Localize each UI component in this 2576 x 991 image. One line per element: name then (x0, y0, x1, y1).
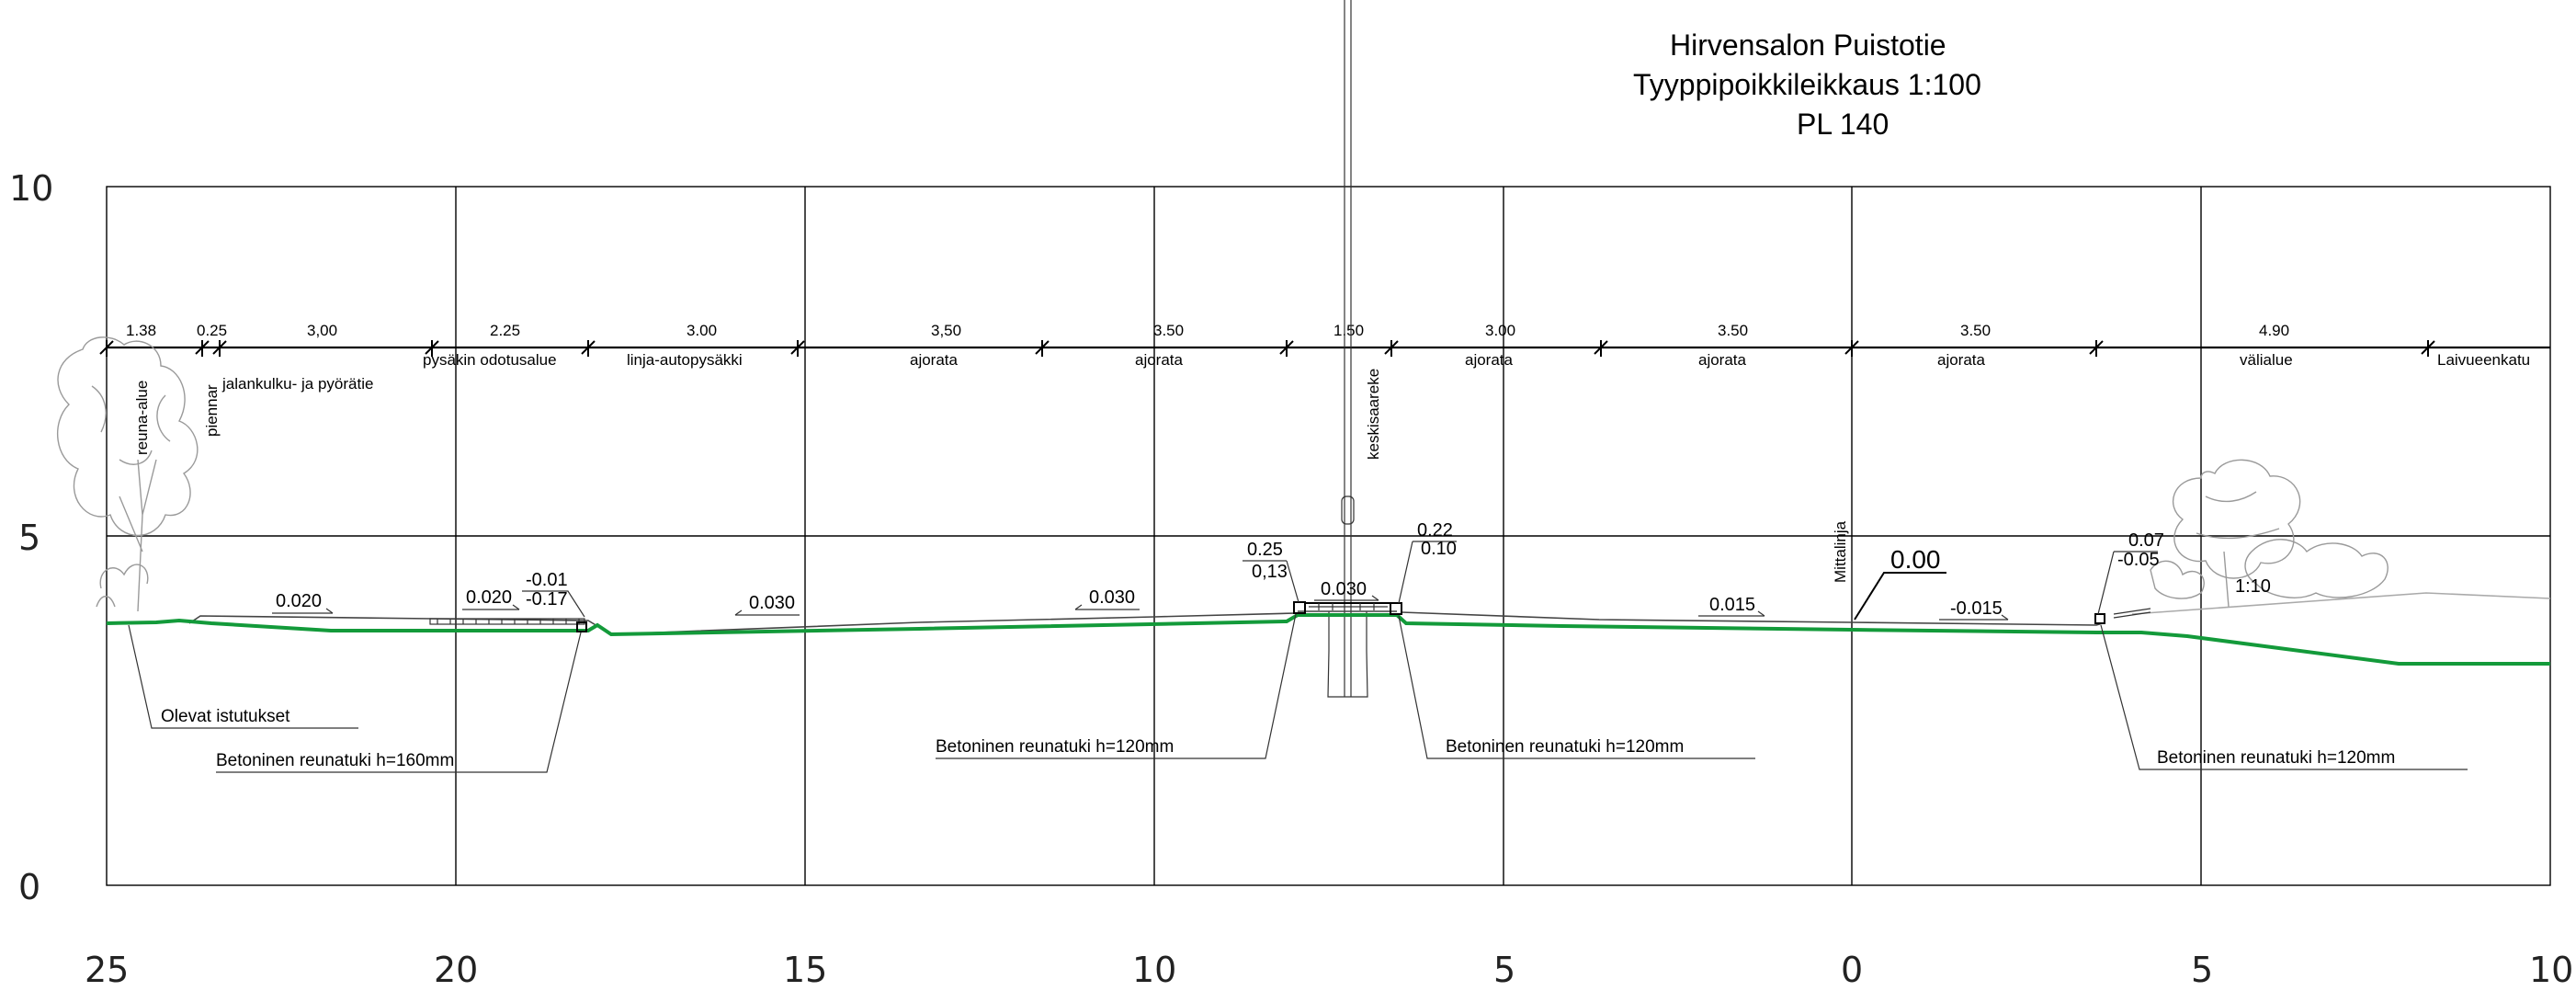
height-right-curb-leader (2097, 551, 2115, 615)
zone-ajorata-2: ajorata (1135, 351, 1184, 369)
title-line-2: Tyyppipoikkileikkaus 1:100 (1633, 68, 1981, 101)
slope-label-1: 0.020 (272, 591, 334, 614)
svg-text:-0.015: -0.015 (1950, 598, 2003, 619)
svg-text:0.020: 0.020 (276, 591, 322, 611)
dim-3-50-c: 3.50 (1718, 322, 1748, 339)
zone-ajorata-5: ajorata (1937, 351, 1986, 369)
dim-3-00-b: 3.00 (687, 322, 717, 339)
dim-3-00-a: 3,00 (307, 322, 337, 339)
median-island (1293, 601, 1402, 615)
height-centerline: 0.00 (1890, 545, 1941, 574)
right-curb (2094, 608, 2151, 624)
height-right-curb-top: 0.07 (2128, 530, 2164, 551)
height-centerline-leader (1854, 572, 1946, 621)
height-right-curb-bottom: -0.05 (2117, 550, 2160, 570)
title-line-1: Hirvensalon Puistotie (1670, 28, 1946, 62)
callout-curb-120-c: Betoninen reunatuki h=120mm (2157, 748, 2395, 768)
slope-label-4: 0.030 (1074, 587, 1140, 610)
svg-text:0.030: 0.030 (749, 593, 795, 613)
tree-left (56, 336, 199, 612)
dim-3-50-d: 3.50 (1960, 322, 1991, 339)
dimension-ticks (99, 340, 2435, 357)
callout-curb-120-c-leader (2100, 624, 2468, 770)
zone-reuna-alue: reuna-alue (133, 381, 151, 455)
title-line-3: PL 140 (1797, 108, 1889, 141)
callout-curb-120-a: Betoninen reunatuki h=120mm (936, 737, 1174, 757)
svg-text:0.020: 0.020 (466, 587, 512, 608)
height-island-left-bottom: 0,13 (1252, 562, 1288, 582)
y-tick-10: 10 (9, 168, 53, 209)
height-curb-left-bottom: -0.17 (526, 589, 568, 609)
bus-stop-platform (429, 618, 587, 632)
x-tick-10: 10 (1132, 950, 1176, 990)
height-island-left-leader (1286, 560, 1299, 603)
x-tick-5-right: 5 (2191, 950, 2213, 990)
height-island-right-leader (1398, 541, 1413, 604)
lamp-post (1327, 0, 1368, 698)
label-mittalinja: Mittalinja (1832, 520, 1849, 583)
grid-verticals (455, 187, 2202, 885)
svg-text:0.015: 0.015 (1709, 595, 1755, 615)
slope-label-3: 0.030 (734, 593, 800, 616)
zone-autopysakki: linja-autopysäkki (627, 351, 743, 369)
slope-label-5: 0.030 (1314, 579, 1379, 601)
dim-2-25: 2.25 (490, 322, 520, 339)
x-tick-5: 5 (1493, 950, 1515, 990)
dim-1-38: 1.38 (126, 322, 156, 339)
dim-3-00-c: 3.00 (1485, 322, 1515, 339)
x-tick-0: 0 (1841, 950, 1863, 990)
dim-3-50-b: 3.50 (1153, 322, 1184, 339)
callout-curb-160: Betoninen reunatuki h=160mm (216, 751, 454, 770)
zone-ajorata-4: ajorata (1698, 351, 1747, 369)
height-island-right-bottom: 0.10 (1421, 539, 1457, 559)
x-tick-15: 15 (783, 950, 827, 990)
slope-label-6: 0.015 (1698, 595, 1765, 617)
svg-text:0.030: 0.030 (1089, 587, 1135, 608)
height-right-slope: 1:10 (2235, 576, 2271, 597)
slope-label-2: 0.020 (462, 587, 520, 610)
x-tick-25: 25 (85, 950, 129, 990)
zone-piennar: piennar (203, 384, 221, 437)
zone-keskisaareke: keskisaareke (1365, 369, 1382, 460)
existing-ground-line (106, 613, 2550, 666)
zone-ajorata-1: ajorata (910, 351, 959, 369)
zone-jalankulku: jalankulku- ja pyörätie (221, 375, 373, 393)
callout-curb-120-b: Betoninen reunatuki h=120mm (1446, 737, 1684, 757)
svg-text:0.030: 0.030 (1321, 579, 1367, 599)
zone-laivueenkatu: Laivueenkatu (2437, 351, 2530, 369)
height-island-right-top: 0.22 (1417, 520, 1453, 541)
height-curb-left-leader (522, 590, 585, 618)
height-curb-left-top: -0.01 (526, 570, 568, 590)
zone-ajorata-3: ajorata (1465, 351, 1514, 369)
x-tick-10-right: 10 (2529, 950, 2573, 990)
callout-olevat-leader (128, 624, 358, 729)
callout-curb-160-leader (216, 632, 582, 773)
callout-curb-120-a-leader (936, 613, 1297, 759)
slope-label-7: -0.015 (1939, 598, 2009, 621)
callout-curb-120-b-leader (1398, 615, 1755, 759)
dim-3-50-a: 3,50 (931, 322, 961, 339)
height-island-left-top: 0.25 (1247, 540, 1283, 560)
dim-1-50: 1.50 (1333, 322, 1364, 339)
zone-valialue: välialue (2240, 351, 2293, 369)
dim-0-25: 0.25 (197, 322, 227, 339)
dim-4-90: 4.90 (2259, 322, 2289, 339)
callout-olevat-istutukset: Olevat istutukset (161, 707, 290, 726)
x-tick-20: 20 (434, 950, 478, 990)
zone-odotusalue: pysäkin odotusalue (423, 351, 557, 369)
tree-right (2150, 459, 2389, 608)
y-tick-0: 0 (18, 867, 40, 907)
y-tick-5: 5 (18, 518, 40, 558)
